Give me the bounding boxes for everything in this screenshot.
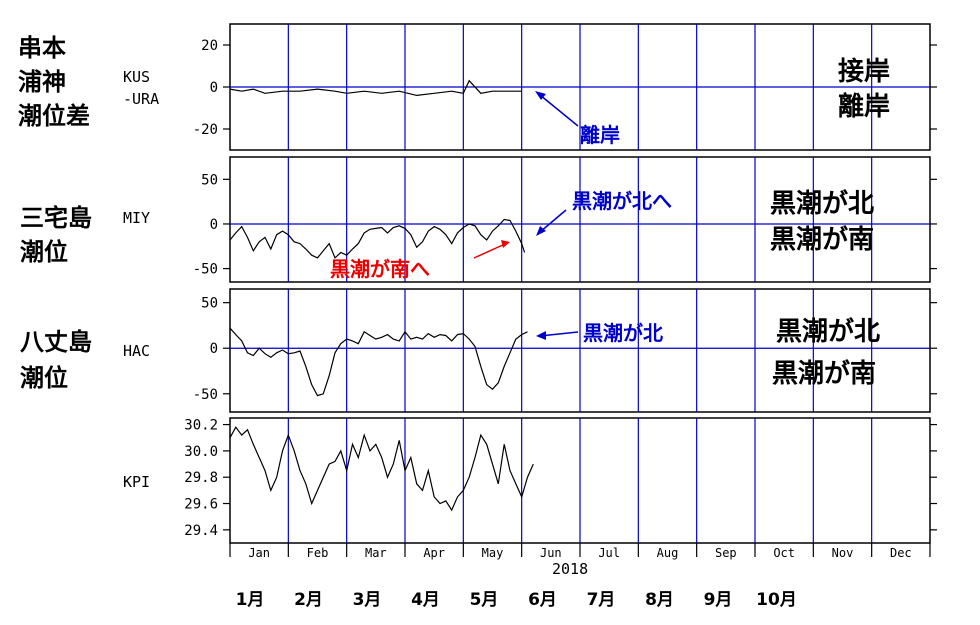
month-label-aug: Aug (657, 546, 679, 560)
month-label-mar: Mar (365, 546, 387, 560)
miy-series-line (229, 218, 526, 259)
hac-series-line (229, 327, 528, 397)
kus-side-label-3: 潮位差 (18, 102, 90, 130)
month-label-apr: Apr (423, 546, 445, 560)
miy-annotation-north-text: 黒潮が北へ (572, 189, 672, 213)
jp-month-labels: 1月 2月 3月 4月 5月 6月 7月 8月 9月 10月 (236, 590, 797, 610)
hac-side-label: 八丈島 潮位 (20, 328, 92, 392)
hac-legend-1: 黒潮が北 (776, 316, 880, 347)
month-label-sep: Sep (715, 546, 737, 560)
jp-month-label: 6月 (528, 590, 557, 610)
kus-annotation-arrowhead (535, 91, 546, 100)
kus-code-2: -URA (123, 90, 159, 108)
kpi-ytick-label: 29.8 (184, 470, 218, 486)
miy-annotation-north: 黒潮が北へ (536, 189, 672, 236)
jp-month-label: 4月 (411, 590, 440, 610)
month-gridlines (230, 24, 930, 543)
miy-side-label-1: 三宅島 (20, 204, 92, 232)
kpi-ytick-label: 30.2 (184, 418, 218, 434)
kus-annotation-arrow (539, 94, 579, 127)
kus-side-label-2: 浦神 (18, 68, 66, 96)
miy-side-label: 三宅島 潮位 (20, 204, 92, 266)
month-label-jun: Jun (540, 546, 562, 560)
jp-month-label: 2月 (294, 590, 323, 610)
kus-legend-1: 接岸 (838, 57, 890, 87)
kus-annotation-text: 離岸 (580, 123, 620, 147)
miy-annotation-south: 黒潮が南へ (330, 240, 510, 281)
month-label-dec: Dec (890, 546, 912, 560)
kus-annotation: 離岸 (535, 91, 620, 147)
kus-ytick-label: 0 (210, 80, 218, 96)
month-label-nov: Nov (832, 546, 854, 560)
miy-ytick-label: -50 (193, 262, 218, 278)
jp-month-label: 9月 (704, 590, 733, 610)
miy-annotation-south-text: 黒潮が南へ (330, 257, 430, 281)
miy-ytick-label: 0 (210, 217, 218, 233)
kus-series-line (229, 79, 522, 97)
kus-code-1: KUS (123, 68, 150, 86)
jp-month-label: 8月 (645, 590, 674, 610)
kus-legend-2: 離岸 (838, 91, 890, 122)
jp-month-label: 7月 (587, 590, 616, 610)
kus-side-label: 串本 浦神 潮位差 (18, 34, 90, 130)
hac-ytick-label: 0 (210, 341, 218, 357)
kus-ytick-label: 20 (201, 38, 218, 54)
jp-month-label: 10月 (756, 590, 797, 610)
hac-annotation-arrowhead (536, 331, 546, 340)
kpi-ytick-label: 30.0 (184, 444, 218, 460)
axis-labels: 20 0 -20 50 0 -50 50 0 -50 30.2 30.0 29.8 29.6 29.4 Ja… (184, 38, 937, 560)
jp-month-label: 1月 (236, 590, 265, 610)
jp-month-label: 5月 (470, 590, 499, 610)
hac-annotation-text: 黒潮が北 (583, 321, 663, 345)
jp-month-label: 3月 (353, 590, 382, 610)
month-label-jul: Jul (598, 546, 620, 560)
miy-south-arrowhead (501, 240, 510, 248)
kpi-ytick-label: 29.4 (184, 523, 218, 539)
miy-side-label-2: 潮位 (20, 238, 68, 266)
miy-legend-1: 黒潮が北 (770, 188, 874, 219)
hac-code: HAC (123, 342, 150, 360)
miy-legend-2: 黒潮が南 (770, 224, 874, 255)
kpi-ytick-label: 29.6 (184, 497, 218, 513)
month-label-oct: Oct (773, 546, 795, 560)
year-label: 2018 (552, 560, 588, 578)
kus-ytick-label: -20 (193, 122, 218, 138)
hac-legend-2: 黒潮が南 (772, 358, 876, 389)
kpi-code: KPI (123, 473, 150, 491)
month-label-feb: Feb (307, 546, 329, 560)
miy-south-arrow (473, 243, 506, 259)
month-label-may: May (482, 546, 504, 560)
miy-ytick-label: 50 (201, 172, 218, 188)
miy-code: MIY (123, 209, 150, 227)
kpi-series-line (229, 426, 534, 512)
miy-north-arrowhead (536, 226, 546, 236)
series-lines (229, 79, 534, 512)
month-label-jan: Jan (248, 546, 270, 560)
hac-ytick-label: -50 (193, 387, 218, 403)
hac-annotation-arrow (539, 331, 579, 337)
hac-annotation: 黒潮が北 (536, 321, 663, 345)
hac-side-label-1: 八丈島 (20, 328, 92, 356)
miy-north-arrow (539, 209, 567, 233)
kus-side-label-1: 串本 (18, 34, 66, 62)
hac-side-label-2: 潮位 (20, 364, 68, 392)
hac-ytick-label: 50 (201, 296, 218, 312)
